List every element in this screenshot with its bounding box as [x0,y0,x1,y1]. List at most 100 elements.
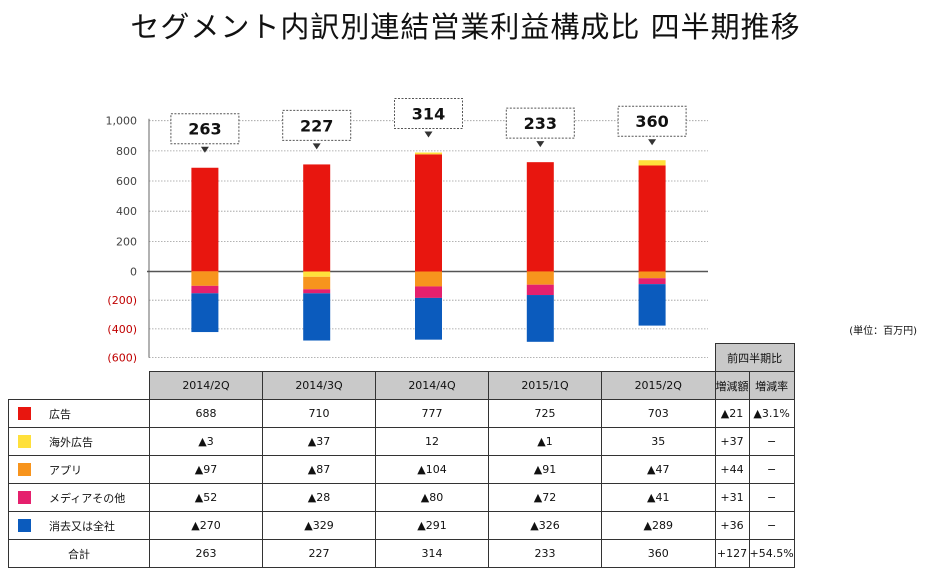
callout-arrow-icon [536,141,545,148]
callout-arrow-icon [312,143,321,150]
table-cell: ▲326 [488,511,602,540]
column-header: 2014/3Q [262,371,376,400]
bar-segment [303,271,331,277]
table-cell: ▲52 [149,483,263,512]
table-row: メディアその他 ▲52 ▲28 ▲80 ▲72 ▲41 +31− [8,483,795,512]
table-row: アプリ ▲97 ▲87 ▲104 ▲91 ▲47 +44− [8,455,795,484]
table-cell: 12 [375,427,489,456]
row-label-cell: 海外広告 [8,427,150,456]
table-cell: 725 [488,399,602,428]
bar-segment [638,165,666,272]
total-label: 233 [524,114,557,133]
bar-segment [415,286,442,298]
callout-arrow-icon [424,131,433,138]
bar-segment [191,293,219,333]
table-cell: 688 [149,399,263,428]
legend-swatch [18,463,31,476]
table-cell: ▲41 [601,483,716,512]
rate-cell: − [748,427,795,456]
callout-arrow-icon [200,146,209,153]
row-label-cell: 消去又は全社 [8,511,150,540]
total-label: 227 [300,116,333,135]
table-cell: ▲1 [488,427,602,456]
y-tick-label: 600 [116,175,137,188]
stacked-bar-chart: 1,000 800 600 400 200 0 (200) (400) (600) 263 227 3… [106,98,708,365]
total-label: 360 [635,112,668,131]
table-row: 消去又は全社 ▲270 ▲329 ▲291 ▲326 ▲289 +36− [8,511,795,540]
bar-segment [303,164,331,272]
table-cell: ▲87 [262,455,376,484]
diff-cell: +36 [714,511,750,540]
callout-arrow-icon [648,139,657,146]
rate-cell: − [748,511,795,540]
table-cell: 233 [488,539,602,568]
y-tick-label: 200 [116,235,137,248]
rate-cell: +54.5% [748,539,795,568]
row-label: 広告 [49,407,71,421]
y-tick-label: 800 [116,145,137,158]
bar-segment [415,152,442,155]
table-cell: ▲104 [375,455,489,484]
rate-cell: ▲3.1% [748,399,795,428]
total-callout-box [394,98,463,130]
y-tick-label: 1,000 [106,115,138,128]
y-tick-label: (400) [107,323,137,336]
y-tick-label: 0 [130,266,137,279]
table-cell: 710 [262,399,376,428]
bar-segment [526,295,554,342]
unit-note: (単位：百万円) [849,326,917,337]
legend-swatch [18,491,31,504]
total-label: 263 [188,120,221,139]
table-row: 海外広告 ▲3 ▲37 12 ▲1 35 +37− [8,427,795,456]
table-cell: ▲72 [488,483,602,512]
table-cell: 314 [375,539,489,568]
bar-segment [191,167,219,272]
y-tick-label: (600) [107,352,137,365]
column-header: 増減率 [748,371,795,400]
diff-cell: +44 [714,455,750,484]
table-cell: ▲329 [262,511,376,540]
column-header: 増減額 [714,371,750,400]
row-label-cell: 広告 [8,399,150,428]
table-cell: ▲3 [149,427,263,456]
bar-segment [638,160,666,166]
diff-cell: ▲21 [714,399,750,428]
diff-cell: +31 [714,483,750,512]
bar-segment [415,154,442,272]
bar-segment [638,271,666,279]
table-cell: 360 [601,539,716,568]
table-cell: ▲289 [601,511,716,540]
row-label: メディアその他 [49,491,126,505]
bar-segment [191,271,219,286]
column-header: 2015/2Q [601,371,716,400]
legend-swatch [18,407,31,420]
table-cell: ▲37 [262,427,376,456]
bar-segment [526,162,554,272]
total-callout-box [170,113,240,145]
y-tick-label: 400 [116,205,137,218]
column-header: 2014/4Q [375,371,489,400]
row-label: アプリ [49,463,82,477]
table-cell: 35 [601,427,716,456]
bar-segment [191,271,219,272]
page-title: セグメント内訳別連結営業利益構成比 四半期推移 [130,10,801,44]
rate-cell: − [748,455,795,484]
bar-segment [638,284,666,326]
table-cell: ▲97 [149,455,263,484]
table-cell: ▲47 [601,455,716,484]
total-label: 314 [412,105,445,124]
column-header: 2014/2Q [149,371,263,400]
row-label: 海外広告 [49,435,93,449]
table-cell: ▲28 [262,483,376,512]
bar-segment [303,276,331,290]
bar-segment [191,285,219,294]
bar-segment [415,297,442,340]
table-cell: ▲270 [149,511,263,540]
row-label-cell: 合計 [8,539,150,568]
data-table: 前四半期比 2014/2Q 2014/3Q 2014/4Q 2015/1Q 2015/2… [8,343,795,568]
row-label-cell: メディアその他 [8,483,150,512]
legend-swatch [18,435,31,448]
bar-segment [303,293,331,341]
total-row: 合計 263 227 314 233 360 +127 +54.5% [8,539,795,568]
bar-segment [526,284,554,296]
